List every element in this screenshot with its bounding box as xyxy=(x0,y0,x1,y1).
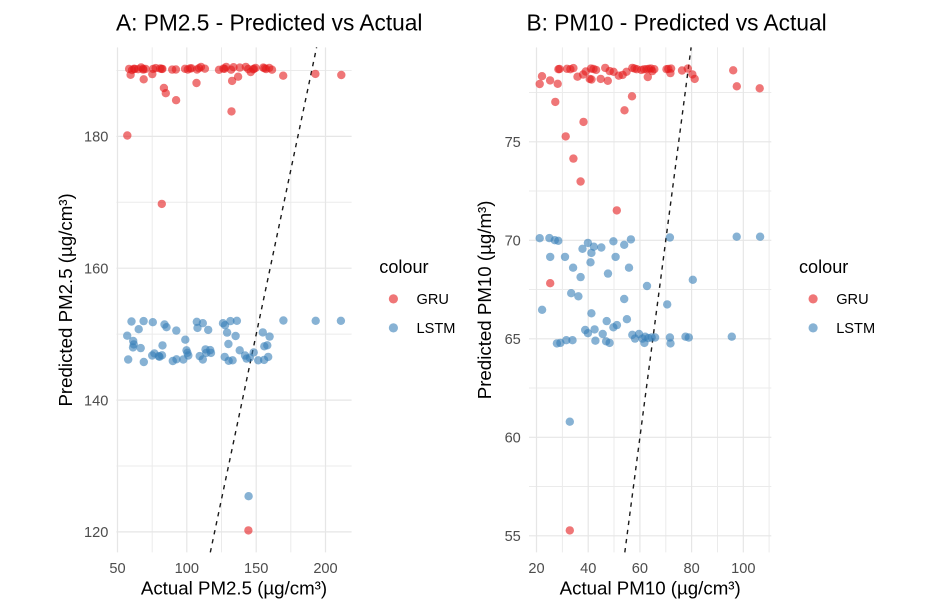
svg-text:Actual PM2.5 (µg/cm³): Actual PM2.5 (µg/cm³) xyxy=(141,578,327,599)
svg-text:Actual PM10 (µg/cm³): Actual PM10 (µg/cm³) xyxy=(560,578,741,599)
svg-text:120: 120 xyxy=(84,525,108,541)
svg-text:100: 100 xyxy=(731,561,755,577)
svg-text:GRU: GRU xyxy=(836,292,868,308)
svg-text:160: 160 xyxy=(84,261,108,277)
svg-text:140: 140 xyxy=(84,393,108,409)
svg-text:180: 180 xyxy=(84,130,108,146)
svg-text:60: 60 xyxy=(505,431,521,447)
svg-text:80: 80 xyxy=(683,561,699,577)
svg-text:Predicted PM10 (µg/m³): Predicted PM10 (µg/m³) xyxy=(474,201,495,400)
svg-text:50: 50 xyxy=(109,561,125,577)
svg-text:colour: colour xyxy=(379,257,428,277)
svg-text:150: 150 xyxy=(244,561,268,577)
svg-text:LSTM: LSTM xyxy=(836,321,875,337)
svg-text:LSTM: LSTM xyxy=(417,321,456,337)
svg-text:Predicted PM2.5 (µg/cm³): Predicted PM2.5 (µg/cm³) xyxy=(55,193,76,406)
svg-text:75: 75 xyxy=(505,135,521,151)
svg-text:200: 200 xyxy=(313,561,337,577)
svg-text:70: 70 xyxy=(505,234,521,250)
svg-text:55: 55 xyxy=(505,529,521,545)
svg-text:A: PM2.5 - Predicted vs Actual: A: PM2.5 - Predicted vs Actual xyxy=(116,9,422,35)
svg-text:100: 100 xyxy=(175,561,199,577)
svg-text:B: PM10 - Predicted vs Actual: B: PM10 - Predicted vs Actual xyxy=(527,9,827,35)
svg-text:40: 40 xyxy=(580,561,596,577)
svg-text:60: 60 xyxy=(632,561,648,577)
svg-text:GRU: GRU xyxy=(417,292,449,308)
svg-text:20: 20 xyxy=(528,561,544,577)
svg-text:colour: colour xyxy=(799,257,848,277)
svg-text:65: 65 xyxy=(505,332,521,348)
